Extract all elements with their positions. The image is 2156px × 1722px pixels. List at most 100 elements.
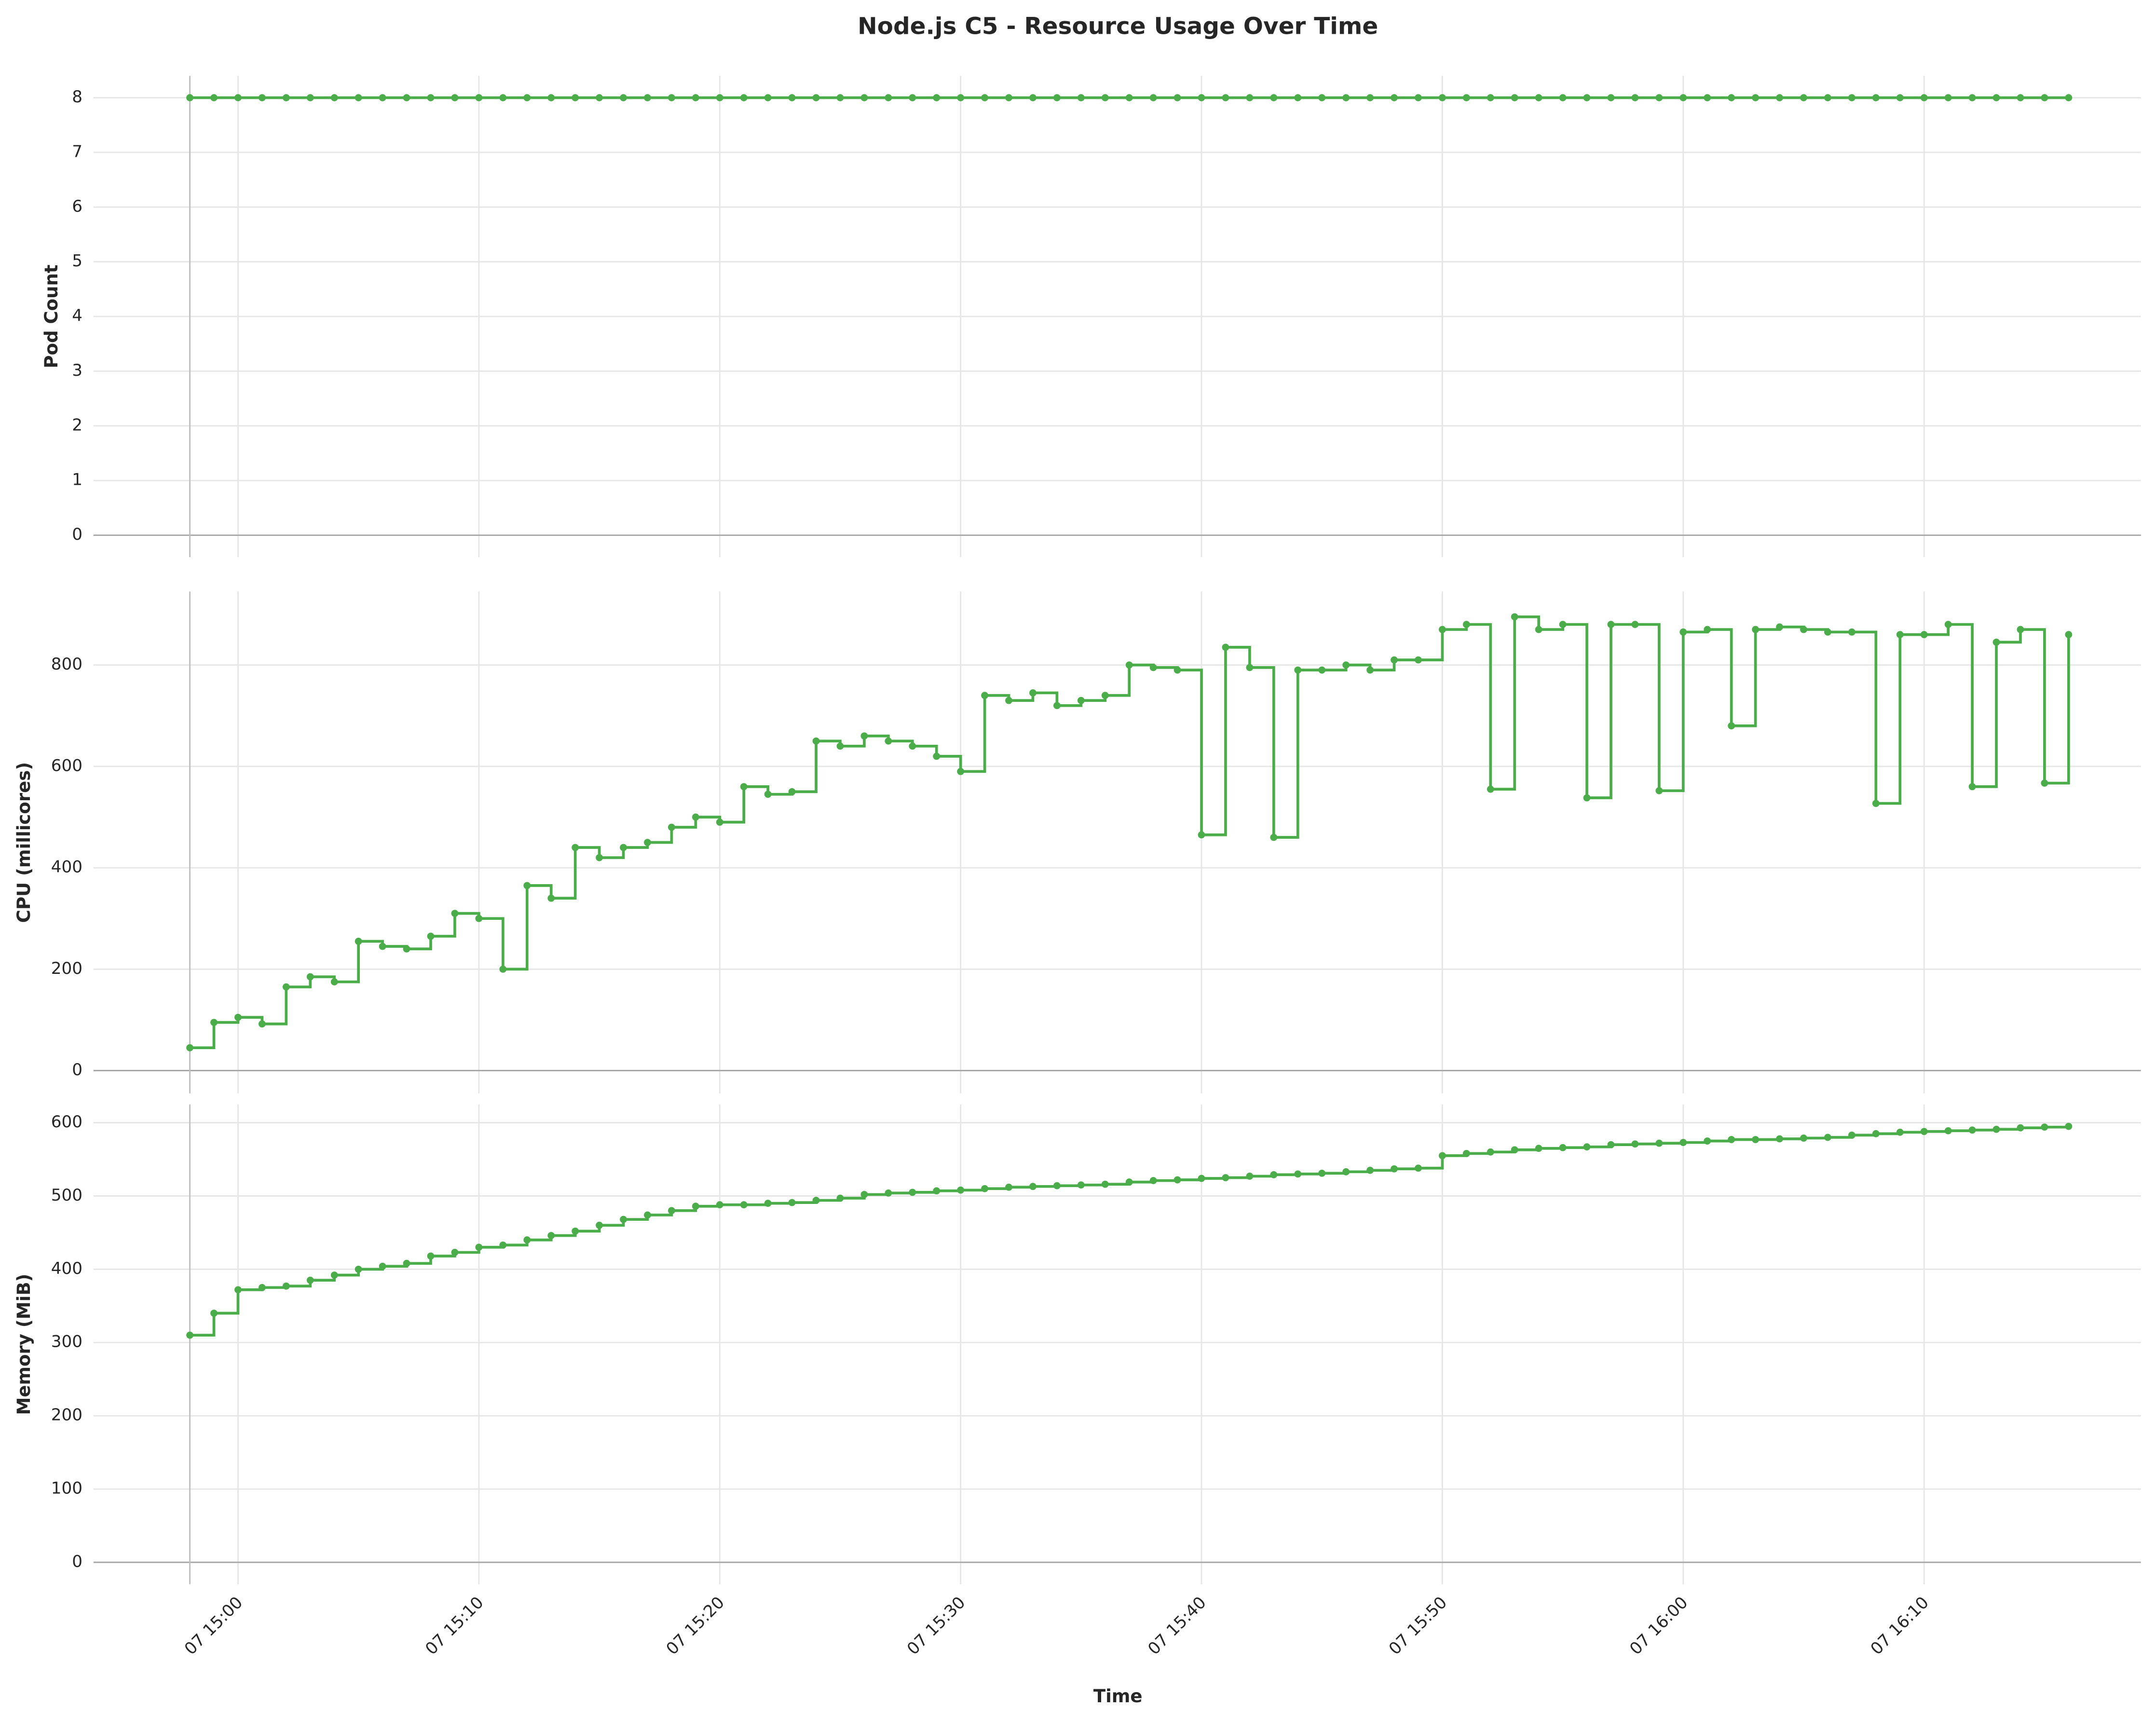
y-tick-label: 400 [51, 1259, 82, 1278]
y-tick-label: 200 [51, 1406, 82, 1425]
series-line [190, 1125, 2070, 1337]
point [499, 94, 507, 101]
point [523, 1236, 531, 1244]
point [1776, 623, 1783, 631]
point [1800, 94, 1807, 101]
point [282, 1282, 290, 1290]
point [885, 737, 892, 745]
y-tick-label: 0 [72, 525, 82, 544]
point [451, 910, 459, 917]
x-tick-label: 07 15:20 [663, 1593, 728, 1658]
point [957, 94, 965, 101]
point [1728, 94, 1735, 101]
point [1992, 638, 2000, 646]
point [330, 94, 338, 101]
point [1246, 94, 1254, 101]
point [1342, 661, 1350, 669]
point [330, 1271, 338, 1279]
point [2041, 1123, 2048, 1131]
point [1366, 1166, 1374, 1174]
point [812, 1197, 820, 1204]
point [523, 94, 531, 101]
point [740, 1201, 748, 1209]
point [282, 94, 290, 101]
point [1415, 1164, 1422, 1172]
y-tick-label: 3 [72, 361, 82, 380]
point [282, 983, 290, 991]
point [1439, 1152, 1446, 1160]
point [1077, 1181, 1085, 1189]
point [1149, 664, 1157, 671]
point [1198, 1175, 1205, 1182]
point [1053, 702, 1061, 710]
y-tick-label: 400 [51, 858, 82, 877]
point [860, 1191, 868, 1198]
point [1318, 1169, 1326, 1177]
point [1005, 697, 1012, 704]
point [1872, 1130, 1880, 1137]
point [1391, 656, 1398, 664]
point [1679, 628, 1687, 636]
point [1029, 689, 1037, 697]
point [1318, 666, 1326, 674]
point [860, 732, 868, 740]
point [1704, 94, 1711, 101]
x-axis-label: Time [1093, 1686, 1143, 1707]
y-tick-label: 8 [72, 87, 82, 107]
point [788, 788, 796, 795]
point [764, 94, 772, 101]
y-tick-label: 7 [72, 142, 82, 161]
point [1005, 1183, 1012, 1191]
point [1679, 94, 1687, 101]
point [1848, 1131, 1856, 1139]
point [451, 94, 459, 101]
point [1679, 1139, 1687, 1146]
point [1535, 1145, 1542, 1152]
point [933, 94, 941, 101]
y-axis-label: Memory (MiB) [14, 1274, 34, 1415]
chart-title: Node.js C5 - Resource Usage Over Time [858, 13, 1378, 40]
point [1511, 1146, 1518, 1154]
point [1391, 94, 1398, 101]
point [1944, 94, 1952, 101]
point [1776, 94, 1783, 101]
point [644, 1211, 651, 1219]
point [1077, 94, 1085, 101]
point [957, 767, 965, 775]
point [1968, 94, 1976, 101]
point [210, 1019, 218, 1026]
point [1487, 1148, 1494, 1156]
point [547, 1232, 555, 1239]
point [1174, 94, 1181, 101]
point [644, 839, 651, 846]
y-tick-label: 600 [51, 756, 82, 775]
point [716, 819, 723, 826]
point [547, 94, 555, 101]
point [1366, 94, 1374, 101]
point [692, 94, 699, 101]
point [1462, 1149, 1470, 1157]
point [499, 1241, 507, 1249]
point [1559, 1144, 1567, 1151]
point [1655, 1139, 1663, 1147]
point [1149, 1177, 1157, 1184]
point [885, 94, 892, 101]
point [764, 1200, 772, 1207]
point [1294, 94, 1302, 101]
point [1607, 94, 1615, 101]
point [620, 844, 627, 851]
point [692, 1203, 699, 1210]
point [355, 1265, 362, 1273]
point [259, 1020, 266, 1028]
point [620, 94, 627, 101]
point [860, 94, 868, 101]
y-tick-label: 0 [72, 1060, 82, 1080]
y-tick-label: 500 [51, 1186, 82, 1205]
point [1318, 94, 1326, 101]
point [1920, 1128, 1928, 1135]
point [306, 973, 314, 981]
point [2065, 1122, 2073, 1130]
point [1439, 626, 1446, 633]
point [210, 1310, 218, 1317]
